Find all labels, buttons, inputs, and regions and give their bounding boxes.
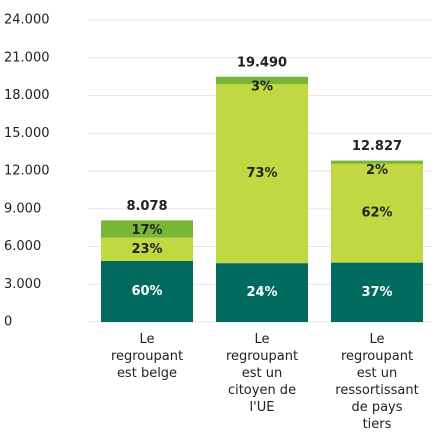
y-tick-label: 15.000 xyxy=(4,126,50,141)
x-tick-label: Le regroupant est un ressortissant de pa… xyxy=(335,332,419,432)
segment-label: 60% xyxy=(131,284,162,299)
total-label: 8.078 xyxy=(126,199,167,214)
bar-segment xyxy=(101,237,193,262)
segment-label: 73% xyxy=(246,166,277,181)
bar-segment xyxy=(331,262,423,322)
segment-label: 17% xyxy=(131,223,162,238)
total-label: 12.827 xyxy=(352,139,402,154)
y-tick-label: 6.000 xyxy=(4,239,41,254)
segment-label: 62% xyxy=(361,206,392,221)
bar-segment xyxy=(216,84,308,264)
segment-label: 37% xyxy=(361,285,392,300)
y-tick-label: 21.000 xyxy=(4,50,50,65)
bar-segment xyxy=(331,160,423,164)
x-tick-label: Le regroupant est belge xyxy=(110,332,184,381)
y-tick-label: 12.000 xyxy=(4,164,50,179)
y-tick-label: 3.000 xyxy=(4,277,41,292)
bar-segment xyxy=(216,263,308,322)
segment-label: 2% xyxy=(366,163,388,178)
y-tick-label: 0 xyxy=(4,315,12,330)
bar-segment xyxy=(101,261,193,322)
total-label: 19.490 xyxy=(237,55,287,70)
segment-label: 23% xyxy=(131,242,162,257)
segment-label: 3% xyxy=(251,79,273,94)
bar-segment xyxy=(216,76,308,85)
x-tick-label: Le regroupant est un citoyen de l'UE xyxy=(225,332,299,415)
segment-label: 24% xyxy=(246,285,277,300)
y-tick-label: 18.000 xyxy=(4,88,50,103)
y-tick-label: 24.000 xyxy=(4,13,50,28)
y-tick-label: 9.000 xyxy=(4,201,41,216)
bar-segment xyxy=(101,220,193,238)
bar-segment xyxy=(331,163,423,263)
